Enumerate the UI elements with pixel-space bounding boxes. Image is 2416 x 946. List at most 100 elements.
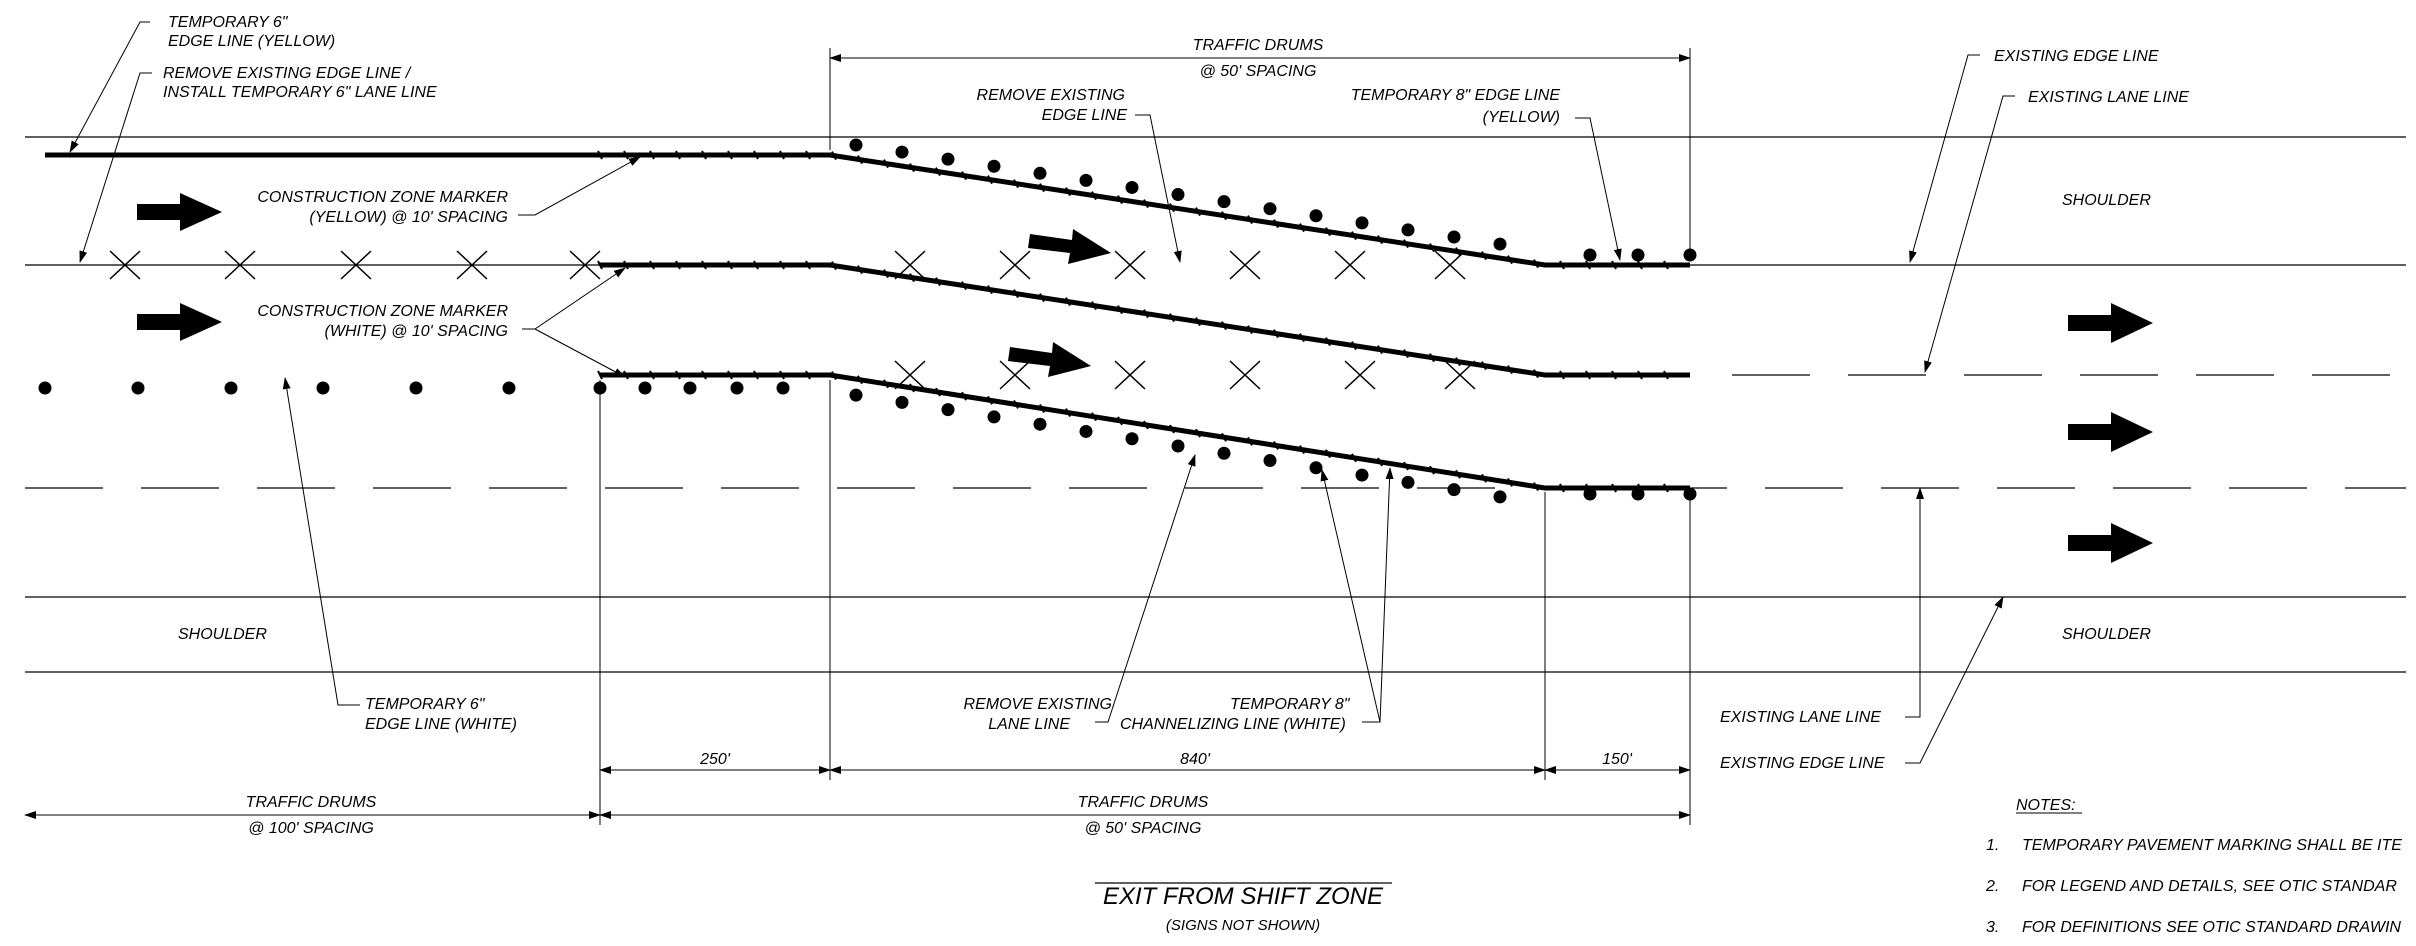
traffic-drum [638, 381, 652, 395]
label-traffic-drums-top-l2: @ 50' SPACING [1200, 63, 1317, 80]
label-remove-existing-edge-l2: EDGE LINE [1042, 107, 1128, 124]
traffic-drum [1217, 446, 1231, 460]
dim-label-drums-50-l1: TRAFFIC DRUMS [1078, 794, 1209, 811]
road-lines [25, 136, 2406, 673]
marker-tick [1013, 399, 1019, 409]
marker-tick [987, 395, 993, 405]
marker-tick [1611, 483, 1617, 493]
marker-tick [675, 260, 681, 270]
temporary-white-edge-line [600, 372, 1690, 491]
marker-tick [1559, 260, 1565, 270]
traffic-drum [1217, 195, 1231, 209]
temporary-markings [45, 152, 1690, 491]
marker-tick [857, 375, 863, 385]
marker-tick [1663, 483, 1669, 493]
marker-tick [1585, 370, 1591, 380]
label-temp6-yellow-l2: EDGE LINE (YELLOW) [168, 33, 335, 50]
marker-tick [1611, 260, 1617, 270]
marker-tick [1117, 416, 1123, 426]
marker-tick [649, 150, 655, 160]
marker-tick [1039, 293, 1045, 303]
marker-tick [727, 150, 733, 160]
construction-zone-markers [597, 150, 1669, 493]
marker-tick [1091, 301, 1097, 311]
marker-tick [1533, 259, 1539, 269]
traffic-drum [941, 152, 955, 166]
label-existing-edge-top: EXISTING EDGE LINE [1994, 48, 2159, 65]
marker-tick [1273, 441, 1279, 450]
marker-tick [597, 150, 603, 160]
traffic-drum [1263, 454, 1277, 468]
label-temp8-yellow-l1: TEMPORARY 8" EDGE LINE [1351, 87, 1561, 104]
traffic-drum [316, 381, 330, 395]
leader-line [1924, 95, 2015, 373]
arrow-icon [1028, 229, 1111, 264]
leader-line [1909, 54, 1980, 263]
traffic-drum [1171, 439, 1185, 453]
leader-line [1135, 114, 1182, 263]
traffic-drum [1125, 180, 1139, 194]
marker-tick [1143, 199, 1149, 209]
leader-line [518, 156, 641, 216]
marker-tick [1481, 251, 1487, 261]
marker-tick [1351, 341, 1357, 351]
marker-tick [909, 273, 915, 283]
marker-tick [779, 260, 785, 270]
traffic-drum [1309, 209, 1323, 223]
marker-tick [1169, 424, 1175, 434]
label-temp6-white-l1: TEMPORARY 6" [365, 696, 486, 713]
traffic-drum [987, 410, 1001, 424]
marker-tick [1039, 404, 1045, 413]
marker-tick [1507, 255, 1513, 265]
marker-tick [1169, 203, 1175, 213]
marker-tick [1403, 349, 1409, 359]
label-remove-edge-l2: INSTALL TEMPORARY 6" LANE LINE [163, 84, 437, 101]
diagram-title: EXIT FROM SHIFT ZONE [1103, 883, 1384, 910]
marker-tick [1377, 345, 1383, 355]
marker-tick [1611, 370, 1617, 380]
marker-tick [883, 379, 889, 389]
marker-tick [857, 265, 863, 275]
traffic-drum [987, 159, 1001, 173]
traffic-drum [1079, 173, 1093, 187]
marker-tick [1169, 313, 1175, 323]
marker-tick [1559, 483, 1565, 493]
marker-tick [1273, 219, 1279, 229]
label-czm-yellow-l2: (YELLOW) @ 10' SPACING [309, 209, 508, 226]
marker-tick [1455, 247, 1461, 257]
label-traffic-drums-top-l1: TRAFFIC DRUMS [1193, 37, 1324, 54]
diagram-subtitle: (SIGNS NOT SHOWN) [1166, 917, 1320, 934]
marker-tick [1351, 453, 1357, 463]
existing-lane-dashes [25, 374, 2406, 489]
removal-x-mark [999, 250, 1031, 280]
traffic-drum [1263, 202, 1277, 216]
traffic-drum [409, 381, 423, 395]
label-temp6-yellow-l1: TEMPORARY 6" [168, 14, 289, 31]
marker-tick [1637, 370, 1643, 380]
marker-tick [935, 277, 941, 287]
marker-tick [701, 370, 707, 380]
marker-tick [727, 370, 733, 380]
arrow-icon [137, 303, 222, 341]
leader-line [522, 267, 626, 330]
leader-line [1320, 469, 1381, 723]
label-czm-white-l2: (WHITE) @ 10' SPACING [325, 323, 508, 340]
marker-tick [1117, 305, 1123, 315]
label-czm-white-l1: CONSTRUCTION ZONE MARKER [257, 303, 508, 320]
traffic-drum [131, 381, 145, 395]
marker-tick [961, 281, 967, 291]
marker-tick [1663, 260, 1669, 270]
marker-tick [727, 260, 733, 270]
marker-tick [1273, 329, 1279, 339]
arrow-icon [2068, 303, 2153, 343]
traffic-drum [1401, 223, 1415, 237]
marker-tick [831, 261, 837, 271]
marker-tick [701, 150, 707, 160]
leader-line [1379, 467, 1394, 723]
marker-tick [1455, 357, 1461, 367]
arrow-icon [2068, 523, 2153, 563]
marker-tick [753, 370, 759, 380]
note-num: 3. [1986, 919, 1999, 936]
arrow-icon [1008, 342, 1091, 377]
